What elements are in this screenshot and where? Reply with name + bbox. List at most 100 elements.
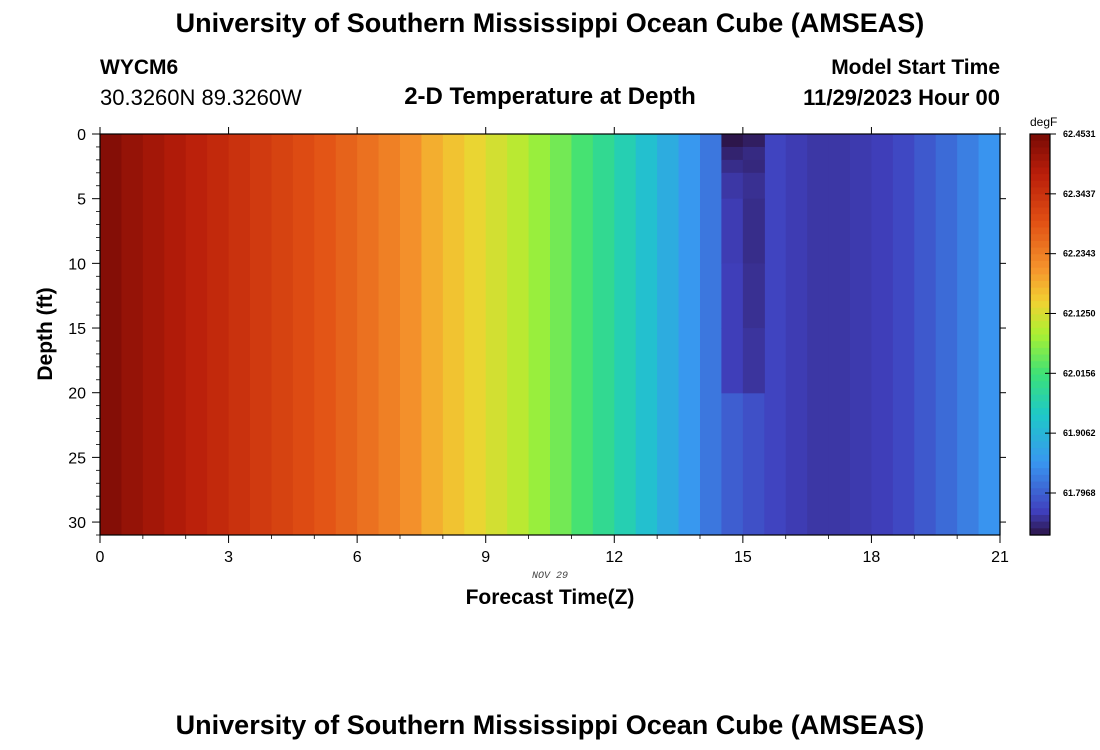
colorbar-segment [1030, 408, 1050, 416]
colorbar-segment [1030, 314, 1050, 322]
colorbar-segment [1030, 494, 1050, 503]
colorbar-segment [1030, 154, 1050, 162]
x-tick-label: 9 [481, 549, 490, 566]
colorbar-segment [1030, 381, 1050, 389]
colorbar-segment [1030, 334, 1050, 342]
colorbar-segment [1030, 140, 1050, 148]
heatmap-column [914, 134, 937, 535]
heatmap-column [357, 134, 380, 535]
heatmap-column [464, 134, 487, 535]
heatmap-column [571, 134, 594, 535]
x-tick-label: 21 [991, 549, 1009, 566]
x-tick-label: 0 [96, 549, 105, 566]
y-tick-label: 25 [68, 450, 86, 467]
x-tick-label: 3 [224, 549, 233, 566]
x-tick-label: 18 [863, 549, 881, 566]
heatmap-column [250, 134, 273, 535]
x-tick-label: 12 [605, 549, 623, 566]
colorbar-segment [1030, 468, 1050, 476]
heatmap-column [271, 134, 294, 535]
heatmap-anomaly-cell [721, 146, 744, 161]
heatmap-column [421, 134, 444, 535]
colorbar-segment [1030, 374, 1050, 382]
colorbar-frame [1029, 133, 1051, 536]
colorbar-segment [1030, 341, 1050, 349]
colorbar-segment [1030, 254, 1050, 262]
heatmap-column [592, 134, 615, 535]
colorbar-segment [1030, 387, 1050, 396]
heatmap-column [550, 134, 573, 535]
colorbar-segment [1030, 187, 1050, 195]
colorbar-segment [1030, 354, 1050, 362]
heatmap-column [292, 134, 315, 535]
heatmap-column [935, 134, 958, 535]
colorbar-segment [1030, 134, 1050, 142]
colorbar-tick-label: 62.1250 [1063, 308, 1096, 318]
heatmap-column [121, 134, 144, 535]
heatmap-column [335, 134, 358, 535]
x-axis-label: Forecast Time(Z) [466, 586, 635, 609]
colorbar-segment [1030, 401, 1050, 409]
colorbar-segment [1030, 414, 1050, 422]
colorbar-segment [1030, 528, 1050, 536]
y-tick-label: 30 [68, 515, 86, 532]
heatmap-cells [100, 134, 1001, 535]
x-tick-label: 15 [734, 549, 752, 566]
heatmap-anomaly-cell [721, 159, 744, 174]
x-tick-label: 6 [353, 549, 362, 566]
heatmap-column [100, 134, 123, 535]
colorbar-segment [1030, 227, 1050, 235]
colorbar-segment [1030, 247, 1050, 255]
y-tick-label: 0 [77, 127, 86, 144]
heatmap-anomaly-cell [742, 159, 765, 174]
heatmap-column [378, 134, 401, 535]
heatmap-column [400, 134, 423, 535]
colorbar-segment [1030, 454, 1050, 463]
heatmap-column [614, 134, 637, 535]
colorbar-segment [1030, 448, 1050, 456]
heatmap-column [978, 134, 1001, 535]
heatmap-column [485, 134, 508, 535]
colorbar-segment [1030, 214, 1050, 222]
colorbar-tick-label: 61.7968 [1063, 488, 1096, 498]
colorbar-segment [1030, 147, 1050, 155]
colorbar-segment [1030, 327, 1050, 336]
heatmap-anomaly-cell [742, 134, 765, 148]
colorbar-segment [1030, 367, 1050, 376]
colorbar-segment [1030, 521, 1050, 529]
colorbar-segment [1030, 174, 1050, 182]
colorbar-segment [1030, 501, 1050, 509]
colorbar-segment [1030, 361, 1050, 369]
heatmap-column [442, 134, 465, 535]
y-tick-label: 15 [68, 321, 86, 338]
colorbar-segment [1030, 180, 1050, 189]
colorbar-segment [1030, 260, 1050, 269]
colorbar-segment [1030, 281, 1050, 289]
colorbar-segment [1030, 301, 1050, 309]
colorbar-segment [1030, 394, 1050, 402]
heatmap-column [635, 134, 658, 535]
main-title: University of Southern Mississippi Ocean… [175, 8, 925, 38]
y-tick-label: 5 [77, 192, 86, 209]
colorbar-segment [1030, 220, 1050, 229]
heatmap-column [785, 134, 808, 535]
colorbar-segment [1030, 508, 1050, 516]
colorbar-segment [1030, 240, 1050, 249]
heatmap-anomaly-cell [742, 146, 765, 161]
heatmap-column [207, 134, 230, 535]
model-start-label: Model Start Time [831, 56, 1000, 79]
colorbar-segment [1030, 294, 1050, 302]
heatmap-column [700, 134, 723, 535]
chart-subtitle: 2-D Temperature at Depth [404, 83, 696, 110]
heatmap-column [678, 134, 701, 535]
y-tick-label: 20 [68, 386, 86, 403]
colorbar-segment [1030, 474, 1050, 483]
heatmap-column [507, 134, 530, 535]
heatmap-anomaly-cell [721, 134, 744, 148]
plot-frame [99, 133, 1001, 536]
y-tick-label: 10 [68, 256, 86, 273]
heatmap-anomaly-cell [742, 198, 765, 264]
colorbar-segment [1030, 428, 1050, 436]
colorbar-segment [1030, 347, 1050, 356]
